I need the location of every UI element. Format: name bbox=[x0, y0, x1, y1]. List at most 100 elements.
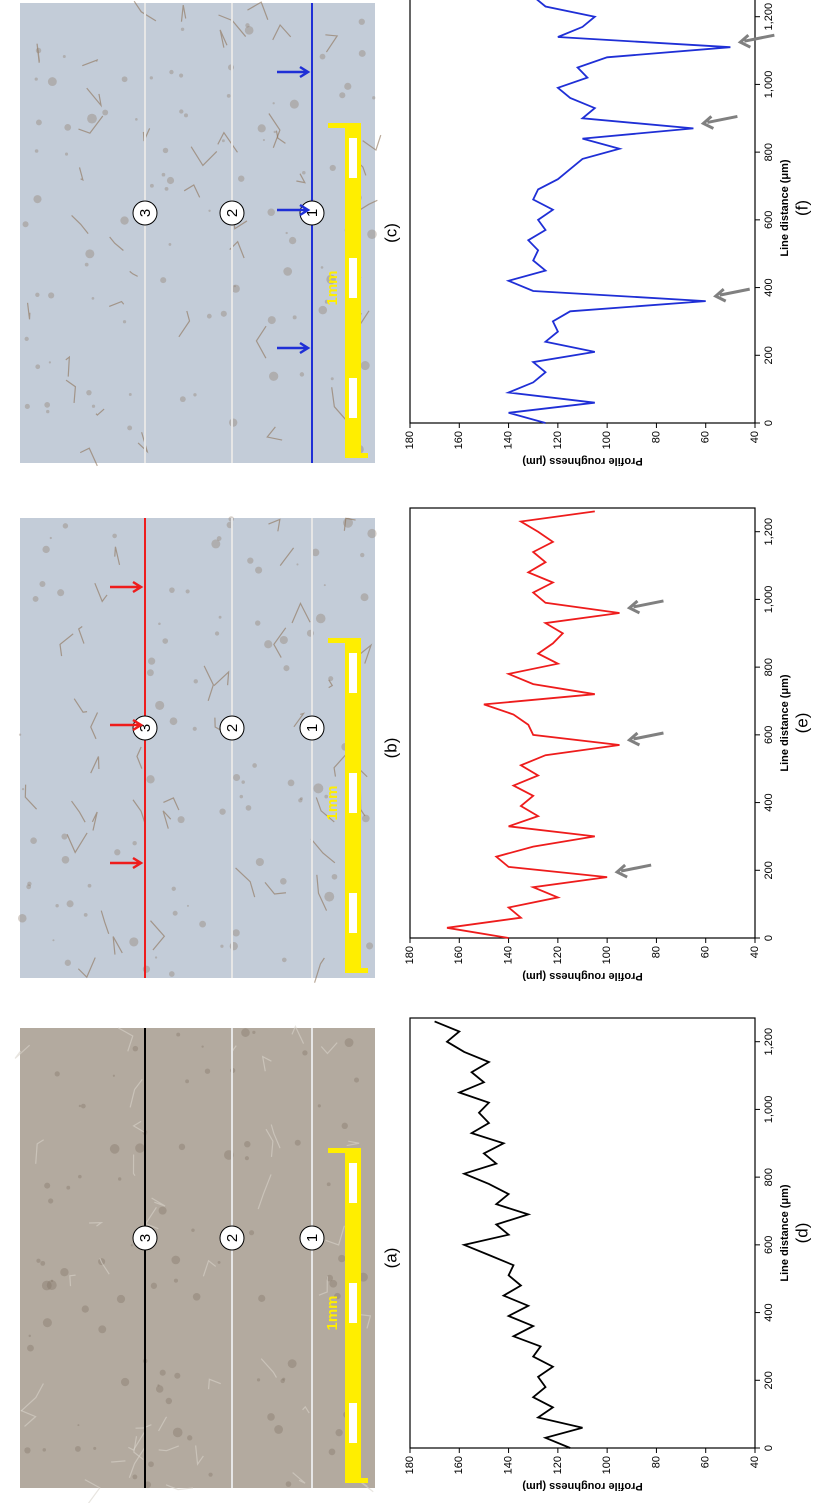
texture bbox=[33, 195, 42, 204]
crack bbox=[136, 746, 143, 769]
crack bbox=[279, 547, 295, 567]
texture bbox=[272, 102, 275, 105]
scale-bar-segment bbox=[349, 1283, 357, 1323]
y-tick-label: 140 bbox=[502, 1456, 514, 1474]
scale-bar-segment bbox=[349, 773, 357, 813]
texture bbox=[208, 209, 211, 212]
crack bbox=[129, 1079, 143, 1108]
crack bbox=[65, 379, 77, 404]
texture bbox=[201, 1045, 204, 1048]
texture bbox=[24, 1447, 31, 1454]
texture bbox=[211, 539, 221, 549]
crack bbox=[190, 146, 218, 167]
texture bbox=[62, 55, 66, 59]
texture bbox=[80, 1103, 86, 1109]
y-tick-label: 100 bbox=[601, 431, 613, 449]
crack bbox=[78, 115, 104, 134]
texture bbox=[112, 1074, 115, 1077]
texture bbox=[282, 1377, 286, 1381]
scale-bar-end bbox=[350, 968, 368, 973]
crack bbox=[343, 517, 356, 531]
data-line bbox=[446, 510, 620, 939]
texture bbox=[344, 82, 352, 90]
texture bbox=[168, 243, 172, 246]
crack bbox=[108, 300, 125, 307]
texture bbox=[283, 267, 293, 276]
scale-bar-end bbox=[328, 1148, 361, 1153]
texture bbox=[273, 130, 277, 134]
texture bbox=[298, 798, 303, 803]
texture bbox=[192, 726, 197, 731]
x-tick-label: 0 bbox=[763, 420, 775, 426]
arrow bbox=[110, 580, 144, 594]
texture bbox=[372, 96, 376, 100]
texture bbox=[287, 779, 295, 787]
y-tick-label: 100 bbox=[601, 1456, 613, 1474]
texture bbox=[354, 1077, 360, 1083]
texture bbox=[127, 425, 133, 431]
crack bbox=[235, 867, 256, 898]
crack bbox=[36, 43, 40, 63]
y-tick-label: 40 bbox=[749, 1456, 761, 1468]
texture bbox=[42, 545, 50, 554]
texture bbox=[217, 1260, 221, 1264]
texture bbox=[244, 1140, 251, 1148]
crack bbox=[24, 784, 38, 810]
texture bbox=[41, 1280, 52, 1291]
crack bbox=[99, 1258, 110, 1275]
texture bbox=[233, 285, 236, 288]
texture bbox=[302, 171, 306, 175]
texture bbox=[27, 881, 32, 886]
scale-bar-segment bbox=[349, 258, 357, 298]
texture bbox=[221, 139, 225, 143]
line-marker-label: 2 bbox=[224, 1234, 241, 1242]
crack bbox=[84, 1479, 101, 1503]
texture bbox=[245, 805, 252, 811]
crack bbox=[20, 1383, 44, 1412]
texture bbox=[142, 965, 151, 973]
crack bbox=[77, 626, 85, 644]
texture bbox=[208, 1472, 213, 1477]
texture bbox=[185, 1079, 190, 1084]
x-tick-label: 200 bbox=[763, 346, 775, 364]
crack bbox=[264, 881, 287, 895]
texture bbox=[192, 1292, 201, 1301]
texture bbox=[18, 913, 27, 923]
texture bbox=[155, 700, 165, 710]
scale-label: 1mm bbox=[324, 1295, 341, 1330]
micrograph bbox=[20, 3, 375, 463]
line-marker bbox=[132, 715, 158, 741]
arrow bbox=[277, 203, 311, 217]
texture bbox=[338, 1254, 346, 1263]
panel-label: (e) bbox=[792, 713, 811, 734]
texture bbox=[292, 315, 297, 320]
crack bbox=[71, 800, 86, 823]
scale-bar-end bbox=[328, 638, 361, 643]
texture bbox=[179, 109, 184, 114]
crack bbox=[65, 355, 71, 377]
crack bbox=[268, 518, 281, 532]
line-marker-label: 1 bbox=[304, 724, 321, 732]
texture bbox=[255, 620, 261, 626]
texture bbox=[132, 841, 137, 846]
texture bbox=[44, 402, 51, 408]
texture bbox=[366, 942, 374, 950]
x-tick-label: 800 bbox=[763, 658, 775, 676]
y-tick-label: 80 bbox=[650, 1456, 662, 1468]
y-tick-label: 40 bbox=[749, 431, 761, 443]
texture bbox=[87, 113, 97, 124]
annotation-arrow bbox=[626, 599, 664, 615]
texture bbox=[324, 299, 329, 304]
crack bbox=[275, 130, 286, 144]
texture bbox=[30, 837, 37, 845]
crack bbox=[20, 1409, 37, 1427]
crack bbox=[26, 302, 31, 320]
texture bbox=[186, 904, 189, 907]
texture bbox=[122, 320, 127, 324]
crack bbox=[94, 582, 108, 603]
line-marker-label: 2 bbox=[224, 209, 241, 217]
texture bbox=[326, 1274, 334, 1282]
texture bbox=[47, 77, 57, 87]
crack bbox=[111, 1460, 126, 1463]
